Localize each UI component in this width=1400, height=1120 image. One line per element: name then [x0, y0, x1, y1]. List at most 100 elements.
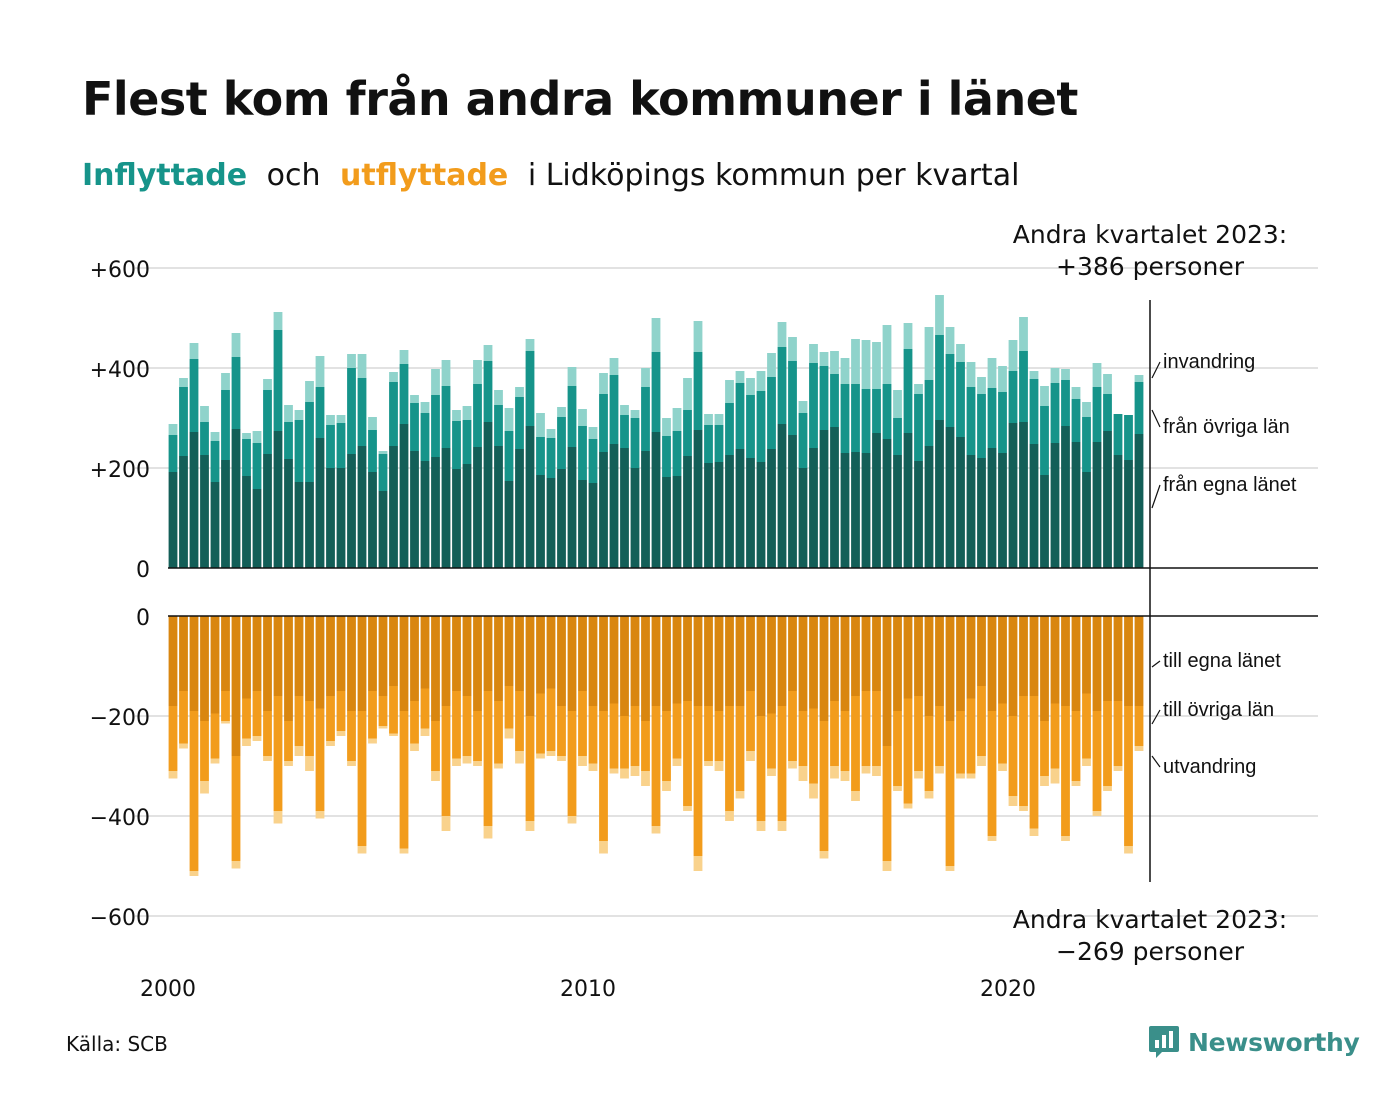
bar-outflow-emigration — [840, 771, 850, 781]
bar-outflow-own — [966, 616, 976, 699]
bar-inflow-immigration — [546, 429, 556, 438]
bar-outflow-other — [252, 691, 262, 736]
xtick-label: 2010 — [560, 977, 616, 1002]
bar-outflow-other — [662, 711, 671, 781]
bar-inflow-immigration — [578, 409, 587, 426]
bar-outflow-other — [557, 706, 566, 756]
bar-outflow-own — [903, 616, 913, 699]
bar-outflow-own — [536, 616, 545, 694]
bar-inflow-other — [861, 389, 871, 453]
bar-outflow-other — [536, 693, 545, 754]
annotation-top-line1: Andra kvartalet 2023: — [1013, 220, 1287, 249]
bar-inflow-own — [546, 478, 556, 568]
label-in-0: invandring — [1163, 351, 1255, 373]
bar-outflow-emigration — [609, 768, 619, 774]
bar-outflow-own — [557, 616, 566, 706]
bar-inflow-own — [1113, 455, 1123, 568]
bar-inflow-own — [588, 483, 598, 568]
bar-inflow-other — [357, 378, 367, 446]
bar-inflow-immigration — [714, 414, 724, 425]
label-in-1: från övriga län — [1163, 416, 1290, 438]
bar-outflow-other — [809, 708, 818, 784]
bar-inflow-other — [651, 352, 661, 432]
bar-outflow-own — [830, 616, 839, 701]
bar-outflow-other — [1050, 703, 1060, 769]
bar-outflow-own — [483, 616, 493, 691]
bar-inflow-other — [809, 363, 818, 448]
bar-outflow-emigration — [987, 836, 997, 841]
source-text: Källa: SCB — [66, 1032, 168, 1056]
bar-outflow-own — [221, 616, 230, 691]
bar-inflow-other — [263, 390, 272, 454]
bar-inflow-other — [1008, 371, 1018, 423]
bar-inflow-immigration — [410, 395, 419, 403]
bar-outflow-other — [189, 711, 199, 871]
bar-outflow-other — [494, 701, 503, 764]
bar-inflow-own — [987, 448, 997, 568]
bar-outflow-own — [326, 616, 335, 696]
bar-outflow-emigration — [1008, 796, 1018, 806]
bar-outflow-other — [704, 706, 713, 761]
bar-outflow-other — [903, 698, 913, 804]
bar-outflow-own — [683, 616, 692, 701]
bar-outflow-emigration — [294, 746, 304, 756]
bar-inflow-immigration — [567, 367, 577, 386]
bar-inflow-own — [651, 432, 661, 568]
bar-outflow-other — [357, 711, 367, 846]
bar-outflow-own — [1092, 616, 1102, 711]
bar-outflow-emigration — [441, 816, 451, 831]
label-out-1: till övriga län — [1163, 699, 1274, 721]
bar-outflow-emigration — [777, 821, 787, 831]
bar-inflow-own — [368, 472, 377, 568]
subtitle-och: och — [266, 158, 321, 193]
bar-inflow-immigration — [368, 417, 377, 430]
bar-inflow-own — [515, 449, 524, 568]
bar-outflow-other — [945, 721, 955, 866]
bar-inflow-immigration — [893, 390, 902, 418]
bar-outflow-emigration — [1134, 746, 1144, 751]
bar-outflow-emigration — [1124, 846, 1133, 854]
bar-inflow-other — [609, 375, 619, 444]
bar-inflow-other — [851, 384, 860, 452]
bar-inflow-own — [347, 454, 356, 568]
bar-inflow-other — [777, 347, 787, 424]
bar-inflow-other — [903, 349, 913, 433]
bar-inflow-immigration — [588, 427, 598, 439]
bar-inflow-other — [515, 397, 524, 449]
bar-inflow-other — [756, 391, 766, 462]
bar-inflow-immigration — [1061, 369, 1070, 380]
bar-outflow-emigration — [798, 766, 808, 781]
bar-outflow-emigration — [525, 821, 535, 831]
bar-inflow-other — [210, 441, 220, 482]
bar-outflow-emigration — [945, 866, 955, 871]
bar-outflow-other — [200, 721, 209, 781]
bar-outflow-other — [378, 696, 388, 726]
bar-inflow-other — [956, 362, 965, 437]
bar-outflow-own — [1029, 616, 1039, 696]
bar-inflow-other — [704, 425, 713, 463]
bar-inflow-own — [273, 431, 283, 568]
bar-inflow-own — [819, 430, 829, 568]
bar-inflow-own — [777, 424, 787, 568]
annotation-bottom-line2: −269 personer — [1056, 937, 1245, 966]
bar-outflow-emigration — [704, 761, 713, 766]
bar-outflow-emigration — [546, 751, 556, 756]
bar-outflow-other — [924, 716, 934, 791]
series-label-leader — [1151, 484, 1161, 509]
bar-inflow-immigration — [242, 433, 251, 439]
bar-inflow-own — [630, 468, 640, 568]
bar-outflow-other — [1019, 696, 1028, 806]
bar-outflow-other — [483, 691, 493, 826]
bar-inflow-immigration — [872, 342, 881, 389]
bar-outflow-emigration — [231, 861, 241, 869]
bar-inflow-immigration — [798, 401, 808, 413]
bar-inflow-other — [1040, 406, 1049, 475]
bar-inflow-other — [693, 352, 703, 430]
bar-outflow-other — [242, 698, 251, 739]
subtitle-utflyttade: utflyttade — [340, 158, 509, 193]
bar-outflow-own — [1008, 616, 1018, 716]
bar-outflow-own — [200, 616, 209, 721]
bar-inflow-other — [1134, 382, 1144, 434]
bar-inflow-other — [462, 420, 472, 464]
bar-outflow-own — [840, 616, 850, 711]
